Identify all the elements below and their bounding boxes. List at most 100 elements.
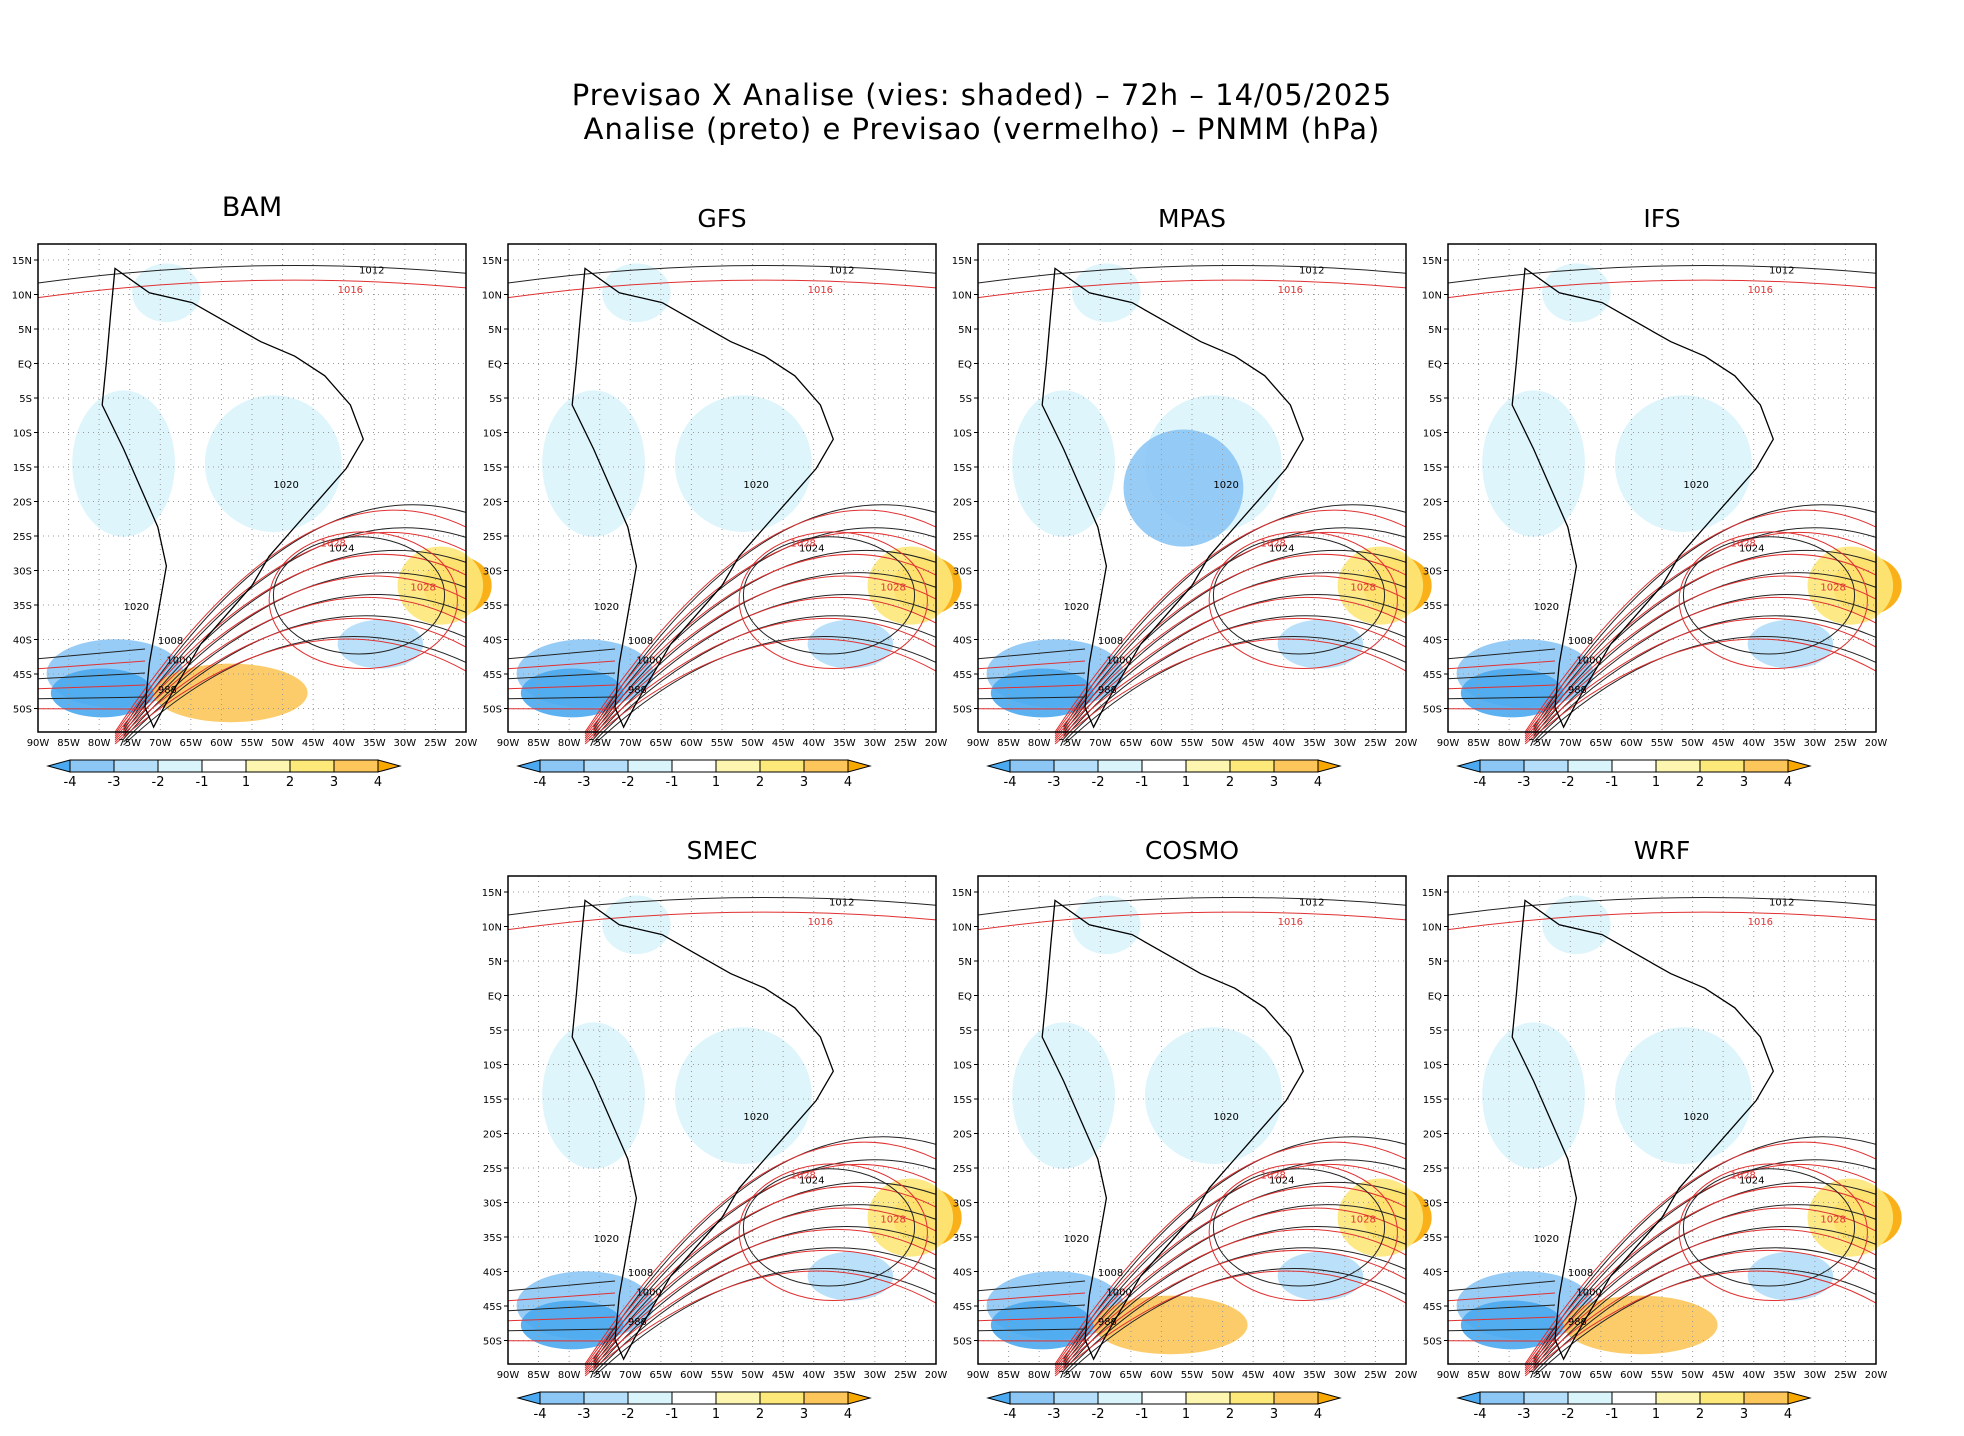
- lon-label: 90W: [27, 738, 50, 749]
- lat-label: 15S: [13, 463, 32, 474]
- map-svg: 1012101610201024102810281020100810009881…: [482, 875, 962, 1422]
- lon-label: 90W: [497, 1370, 520, 1381]
- isobar-label: 1028: [1820, 1214, 1845, 1225]
- lon-label: 55W: [1651, 738, 1674, 749]
- lat-label: 10N: [1422, 923, 1442, 934]
- colorbar: -4 -3 -2 -1 1 2 3 4: [516, 1391, 872, 1422]
- isobar-label: 1020: [743, 480, 768, 491]
- lat-label: EQ: [958, 360, 972, 371]
- isobar-label: 1016: [1748, 285, 1773, 296]
- colorbar-label: 3: [1740, 775, 1748, 790]
- colorbar-label: -3: [1048, 775, 1061, 790]
- isobar-label: 1028: [880, 582, 905, 593]
- isobar-label: 1028: [410, 582, 435, 593]
- isobar-label: 1020: [1534, 602, 1559, 613]
- panel-smec: SMEC 1012 1016 1020 1024 1028 1028 1020 1008 1000…: [470, 822, 974, 1422]
- isobar-label: 1020: [594, 1234, 619, 1245]
- isobar-label: 1020: [124, 602, 149, 613]
- lat-label: 15S: [483, 463, 502, 474]
- colorbar-label: 3: [1270, 775, 1278, 790]
- bias-shading: [1456, 895, 1902, 1355]
- lat-label: 20S: [953, 1130, 972, 1141]
- lon-label: 90W: [1437, 1370, 1460, 1381]
- isobar-label: 1008: [628, 636, 653, 647]
- lon-label: 70W: [1089, 1370, 1112, 1381]
- lon-label: 45W: [772, 738, 795, 749]
- lon-label: 25W: [1834, 738, 1857, 749]
- colorbar-label: 2: [286, 775, 294, 790]
- colorbar: -4 -3 -2 -1 1 2 3 4: [1456, 1391, 1812, 1422]
- lat-label: 40S: [483, 636, 502, 647]
- lon-label: 20W: [1865, 738, 1888, 749]
- map-svg: 1012101610201024102810281020100810009881…: [1422, 243, 1902, 790]
- lat-label: 10N: [12, 291, 32, 302]
- map-frame: [1447, 875, 1877, 1365]
- isobar-label: 1028: [1260, 1171, 1285, 1182]
- lon-label: 50W: [1681, 1370, 1704, 1381]
- panel-title: BAM: [221, 192, 283, 223]
- colorbar-label: 1: [1652, 775, 1660, 790]
- panel-title: IFS: [1643, 204, 1681, 233]
- colorbar-label: -4: [534, 775, 547, 790]
- lon-label: 85W: [57, 738, 80, 749]
- lat-label: 35S: [483, 1233, 502, 1244]
- bias-shading: [986, 263, 1432, 718]
- isobar-label: 1012: [1299, 265, 1324, 276]
- colorbar-label: -2: [1092, 1407, 1105, 1422]
- lon-label: 40W: [802, 1370, 825, 1381]
- isobar-label: 1012: [1769, 265, 1794, 276]
- colorbar-label: 4: [374, 775, 382, 790]
- lat-label: 40S: [13, 636, 32, 647]
- colorbar: -4 -3 -2 -1 1 2 3 4: [516, 759, 872, 790]
- lat-label: EQ: [958, 992, 972, 1003]
- lon-label: 30W: [394, 738, 417, 749]
- isobar-label: 1012: [1299, 897, 1324, 908]
- coastline: [571, 267, 835, 729]
- isobar-label: 1016: [808, 285, 833, 296]
- colorbar-label: -3: [108, 775, 121, 790]
- lon-label: 45W: [1712, 1370, 1735, 1381]
- lat-label: EQ: [1428, 360, 1442, 371]
- isobar-label: 1016: [808, 917, 833, 928]
- lon-label: 50W: [741, 738, 764, 749]
- lon-label: 70W: [1089, 738, 1112, 749]
- lat-label: 5S: [489, 1026, 502, 1037]
- lon-label: 75W: [1528, 738, 1551, 749]
- lat-label: 40S: [953, 1268, 972, 1279]
- isobars: [507, 896, 937, 1378]
- colorbar-label: 4: [844, 775, 852, 790]
- lon-label: 65W: [1590, 738, 1613, 749]
- bias-shading: [46, 263, 492, 723]
- lat-label: 5N: [1428, 325, 1442, 336]
- lat-label: 25S: [1423, 1164, 1442, 1175]
- lon-label: 90W: [1437, 738, 1460, 749]
- lat-label: 50S: [13, 705, 32, 716]
- panel-title: COSMO: [1144, 836, 1240, 865]
- title-line-1: Previsao X Analise (vies: shaded) – 72h …: [571, 78, 1393, 112]
- lat-label: 20S: [13, 498, 32, 509]
- isobar-label: 988: [1568, 1317, 1587, 1328]
- isobar-label: 1020: [1534, 1234, 1559, 1245]
- lat-label: 15N: [482, 888, 502, 899]
- colorbar-label: -1: [666, 1407, 679, 1422]
- lon-label: 25W: [894, 1370, 917, 1381]
- isobar-label: 1028: [790, 1171, 815, 1182]
- lon-label: 35W: [1303, 1370, 1326, 1381]
- lon-label: 60W: [1620, 1370, 1643, 1381]
- isobar-label: 1028: [1350, 582, 1375, 593]
- title-line-2: Analise (preto) e Previsao (vermelho) – …: [583, 112, 1381, 146]
- isobar-label: 1024: [1269, 1175, 1294, 1186]
- isobar-label: 1028: [1260, 539, 1285, 550]
- lon-label: 20W: [925, 738, 948, 749]
- panel-gfs: GFS 1012 1016 1020 1024 1028 1028 1020 1008 1000 9…: [470, 190, 974, 790]
- lon-label: 25W: [894, 738, 917, 749]
- lat-label: 20S: [953, 498, 972, 509]
- colorbar-label: 4: [1784, 775, 1792, 790]
- colorbar-label: -3: [1518, 1407, 1531, 1422]
- lat-label: 20S: [483, 498, 502, 509]
- panel-bam: BAM 1012 1016 1020 1024 1028 1028 1020 1008 1000 9…: [0, 190, 504, 790]
- lon-label: 45W: [1242, 738, 1265, 749]
- isobar-label: 1008: [1568, 1268, 1593, 1279]
- lon-label: 75W: [1528, 1370, 1551, 1381]
- colorbar-label: 2: [1696, 775, 1704, 790]
